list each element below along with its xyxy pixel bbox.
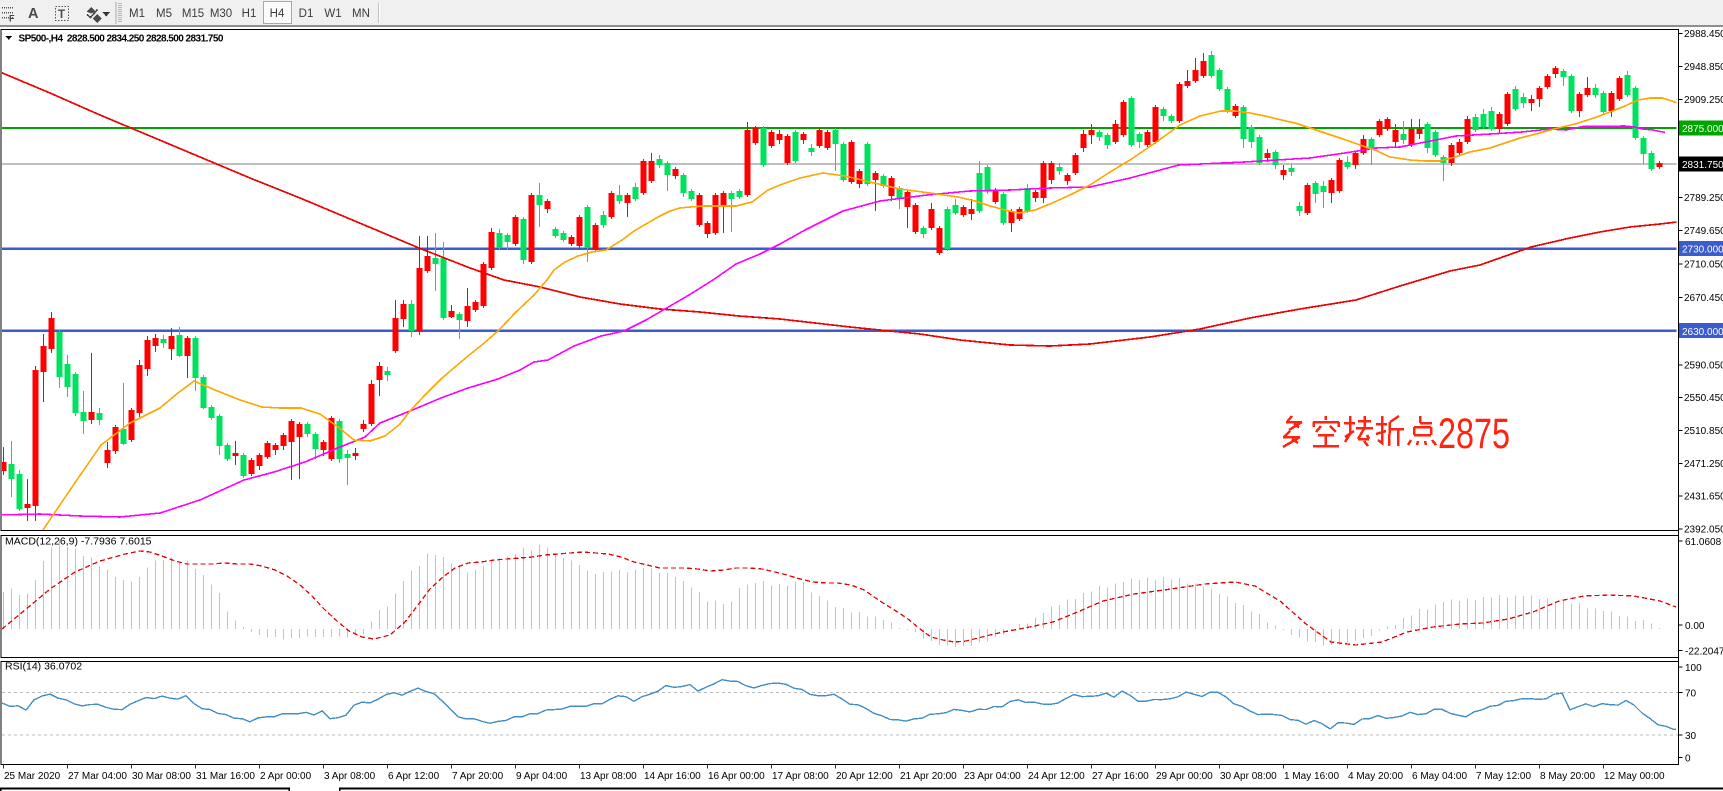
svg-text:30 Apr 08:00: 30 Apr 08:00 (1220, 771, 1277, 782)
svg-text:2789.250: 2789.250 (1684, 193, 1723, 204)
svg-text:30 Mar 08:00: 30 Mar 08:00 (132, 771, 191, 782)
svg-text:6 Apr 12:00: 6 Apr 12:00 (388, 771, 440, 782)
svg-text:T: T (58, 9, 65, 21)
svg-text:RSI(14) 36.0702: RSI(14) 36.0702 (5, 661, 82, 673)
svg-text:14 Apr 16:00: 14 Apr 16:00 (644, 771, 701, 782)
svg-text:H4: H4 (270, 8, 285, 20)
svg-text:12 May 00:00: 12 May 00:00 (1604, 771, 1665, 782)
svg-text:2875: 2875 (1438, 410, 1510, 458)
svg-text:M5: M5 (156, 8, 172, 20)
svg-text:7 Apr 20:00: 7 Apr 20:00 (452, 771, 504, 782)
svg-text:30: 30 (1685, 731, 1697, 742)
svg-text:27 Mar 04:00: 27 Mar 04:00 (68, 771, 127, 782)
svg-text:0: 0 (1685, 753, 1691, 764)
svg-text:4 May 20:00: 4 May 20:00 (1348, 771, 1403, 782)
svg-text:W1: W1 (324, 8, 341, 20)
svg-text:6 May 04:00: 6 May 04:00 (1412, 771, 1467, 782)
svg-text:100: 100 (1685, 663, 1702, 674)
svg-text:1 May 16:00: 1 May 16:00 (1284, 771, 1339, 782)
svg-text:2909.250: 2909.250 (1684, 95, 1723, 106)
svg-text:2 Apr 00:00: 2 Apr 00:00 (260, 771, 312, 782)
svg-text:17 Apr 08:00: 17 Apr 08:00 (772, 771, 829, 782)
svg-text:2471.250: 2471.250 (1684, 459, 1723, 470)
svg-text:8 May 20:00: 8 May 20:00 (1540, 771, 1595, 782)
svg-text:25 Mar 2020: 25 Mar 2020 (4, 771, 61, 782)
svg-text:7 May 12:00: 7 May 12:00 (1476, 771, 1531, 782)
svg-text:61.0608: 61.0608 (1685, 537, 1722, 548)
svg-text:M1: M1 (129, 8, 145, 20)
svg-text:2730.000: 2730.000 (1682, 245, 1723, 256)
svg-text:MACD(12,26,9) -7.7936 7.6015: MACD(12,26,9) -7.7936 7.6015 (5, 536, 152, 548)
svg-text:31 Mar 16:00: 31 Mar 16:00 (196, 771, 255, 782)
svg-text:27 Apr 16:00: 27 Apr 16:00 (1092, 771, 1149, 782)
svg-text:0.00: 0.00 (1685, 621, 1705, 632)
svg-text:2670.450: 2670.450 (1684, 293, 1723, 304)
svg-text:70: 70 (1685, 688, 1697, 699)
svg-text:2431.650: 2431.650 (1684, 492, 1723, 503)
svg-text:MN: MN (352, 8, 370, 20)
svg-text:2510.850: 2510.850 (1684, 426, 1723, 437)
svg-text:9 Apr 04:00: 9 Apr 04:00 (516, 771, 568, 782)
svg-text:3 Apr 08:00: 3 Apr 08:00 (324, 771, 376, 782)
svg-text:20 Apr 12:00: 20 Apr 12:00 (836, 771, 893, 782)
svg-text:13 Apr 08:00: 13 Apr 08:00 (580, 771, 637, 782)
svg-text:M30: M30 (210, 8, 232, 20)
svg-text:2749.650: 2749.650 (1684, 226, 1723, 237)
svg-text:2988.450: 2988.450 (1684, 29, 1723, 40)
svg-text:H1: H1 (242, 8, 257, 20)
svg-text:2831.750: 2831.750 (1682, 160, 1723, 171)
svg-text:21 Apr 20:00: 21 Apr 20:00 (900, 771, 957, 782)
svg-text:2590.050: 2590.050 (1684, 360, 1723, 371)
svg-text:M15: M15 (182, 8, 204, 20)
svg-text:2948.850: 2948.850 (1684, 62, 1723, 73)
svg-text:-22.2047: -22.2047 (1685, 647, 1723, 658)
svg-text:2392.050: 2392.050 (1684, 525, 1723, 536)
svg-text:2630.000: 2630.000 (1682, 327, 1723, 338)
svg-text:F: F (9, 14, 15, 24)
svg-text:24 Apr 12:00: 24 Apr 12:00 (1028, 771, 1085, 782)
svg-text:2550.450: 2550.450 (1684, 393, 1723, 404)
svg-text:2875.000: 2875.000 (1682, 124, 1723, 135)
svg-text:16 Apr 00:00: 16 Apr 00:00 (708, 771, 765, 782)
svg-text:A: A (28, 6, 39, 22)
svg-text:2710.050: 2710.050 (1684, 260, 1723, 271)
svg-text:D1: D1 (299, 8, 314, 20)
svg-text:29 Apr 00:00: 29 Apr 00:00 (1156, 771, 1213, 782)
svg-text:23 Apr 04:00: 23 Apr 04:00 (964, 771, 1021, 782)
svg-text:SP500-,H4 2828.500 2834.250 2: SP500-,H4 2828.500 2834.250 2828.500 283… (19, 33, 224, 44)
